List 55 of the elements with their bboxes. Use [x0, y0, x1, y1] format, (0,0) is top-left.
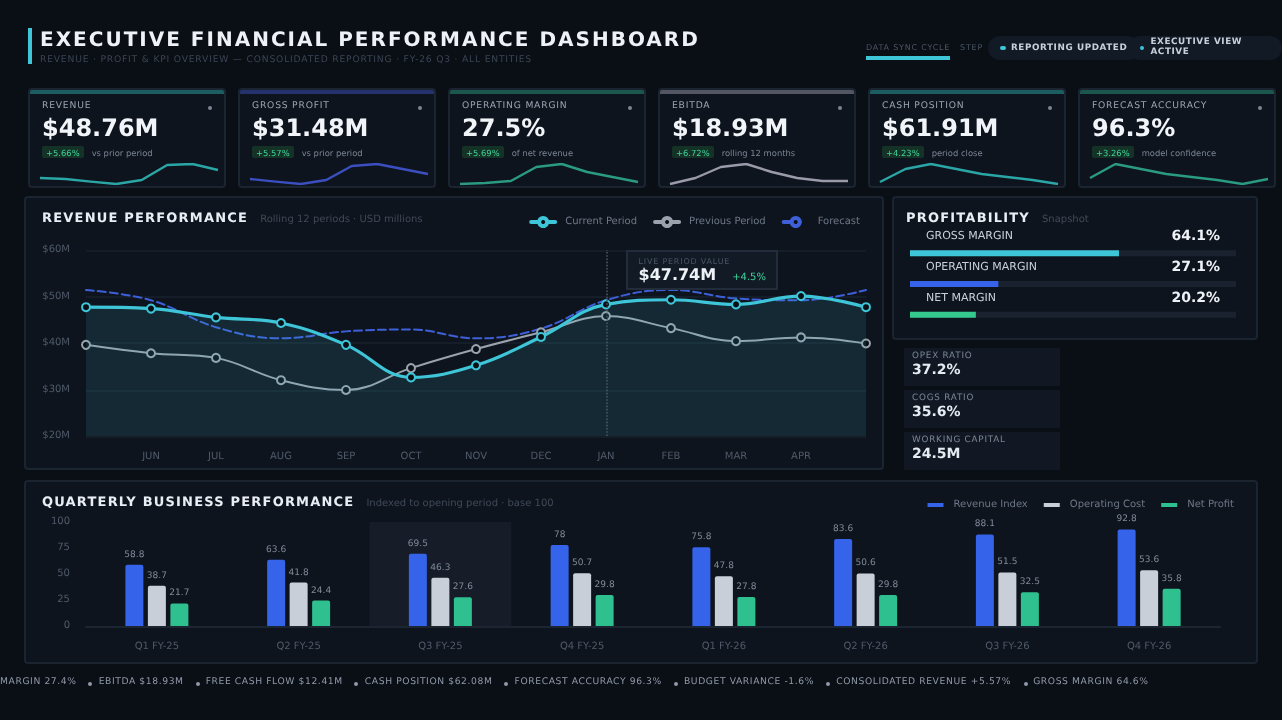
text: EXECUTIVE FINANCIAL PERFORMANCE DASHBOARD: [40, 30, 700, 52]
bar: [879, 595, 898, 626]
point: [341, 384, 351, 395]
point: [796, 332, 806, 343]
point: [471, 344, 481, 355]
bar: [453, 597, 472, 626]
bar: [692, 547, 711, 626]
line-series: [85, 288, 867, 340]
bar: [834, 539, 853, 626]
point: [211, 312, 221, 323]
point: [146, 348, 156, 359]
bar: [573, 573, 592, 626]
point: [276, 375, 286, 386]
text: $31.48M: [252, 114, 369, 142]
point: [731, 299, 741, 310]
point: [276, 318, 286, 328]
bar: [267, 559, 286, 626]
point: [211, 352, 221, 363]
bar: [1117, 529, 1136, 626]
text: $61.91M: [882, 114, 999, 142]
bar: [550, 544, 569, 626]
bar: [714, 576, 733, 626]
bar: [289, 582, 308, 626]
point: [406, 372, 416, 383]
bar: [125, 564, 144, 626]
point: [471, 360, 481, 371]
point: [666, 323, 676, 334]
point: [666, 294, 676, 305]
bar: [408, 553, 427, 626]
bar: [975, 534, 994, 626]
bar: [1140, 570, 1159, 626]
annotation: $47.74M: [638, 266, 717, 284]
text: 96.3%: [1092, 114, 1176, 142]
bar: [170, 603, 189, 626]
bar: [1020, 592, 1039, 626]
bar: [312, 600, 331, 626]
bar: [595, 595, 614, 626]
point: [81, 339, 91, 350]
bar: [856, 573, 875, 626]
point: [861, 302, 871, 313]
text: 27.5%: [462, 114, 546, 142]
point: [341, 339, 351, 350]
bar: [431, 577, 450, 626]
bar: [737, 597, 756, 626]
bar: [998, 572, 1017, 626]
point: [146, 303, 156, 314]
point: [406, 363, 416, 374]
point: [731, 336, 741, 347]
point: [861, 338, 871, 349]
text: $48.76M: [42, 114, 159, 142]
text: $18.93M: [672, 114, 789, 142]
bar: [147, 585, 166, 626]
point: [796, 291, 806, 302]
bar: [1162, 588, 1181, 626]
point: [81, 302, 91, 313]
